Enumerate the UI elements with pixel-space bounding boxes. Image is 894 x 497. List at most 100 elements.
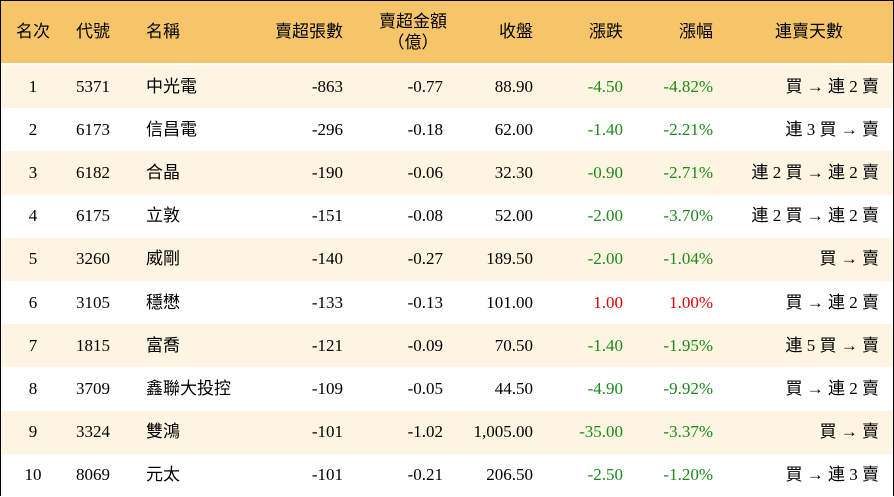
table-cell: 立敦 (146, 206, 180, 226)
table-cell: -151 (311, 206, 343, 226)
table-cell: -1.04% (663, 249, 713, 269)
header-cell: 賣超金額 (379, 12, 447, 31)
table-cell: -4.90 (587, 379, 623, 398)
table-cell: 1 (28, 76, 38, 96)
table-row (1, 367, 893, 411)
header-row (1, 1, 893, 63)
table-cell: 合晶 (146, 163, 180, 182)
header-cell: 名稱 (146, 22, 180, 41)
table-cell: 1.00 (593, 292, 623, 312)
table-cell: 連 2 買 → 連 2 賣 (751, 163, 880, 182)
table-cell: 2 (28, 119, 38, 139)
table-cell: 32.30 (494, 163, 533, 182)
table-cell: -121 (311, 335, 343, 355)
table-cell: 威剛 (146, 249, 180, 269)
table-cell: 52.00 (494, 206, 533, 226)
table-cell: -109 (311, 379, 343, 398)
table-cell: 連 2 買 → 連 2 賣 (751, 206, 880, 226)
table-cell: -3.70% (663, 206, 713, 226)
table-row (1, 194, 893, 238)
table-cell: 1.00% (669, 292, 713, 312)
table-cell: 7 (28, 335, 38, 355)
table-row (1, 453, 893, 497)
table-cell: 雙鴻 (146, 422, 180, 442)
table-row (1, 410, 893, 454)
table-cell: 6173 (76, 119, 110, 139)
table-cell: 1815 (76, 335, 110, 355)
header-cell: 代號 (76, 22, 110, 41)
table-cell: 鑫聯大投控 (146, 379, 231, 398)
table-cell: 連 5 買 → 賣 (785, 335, 880, 355)
table-cell: 買 → 連 2 賣 (785, 292, 880, 312)
header-cell: 收盤 (499, 22, 533, 41)
table-cell: -9.92% (663, 379, 713, 398)
table-cell: 元太 (146, 465, 180, 485)
table-cell: -140 (311, 249, 343, 269)
table-cell: -190 (311, 163, 343, 182)
table-cell: 6 (28, 292, 38, 312)
header-cell: 賣超張數 (275, 22, 343, 41)
table-cell: -0.09 (407, 335, 443, 355)
table-cell: -0.06 (407, 163, 443, 182)
table-row (1, 108, 893, 152)
table-row (1, 65, 893, 109)
table-cell: 3260 (76, 249, 110, 269)
table-cell: 9 (28, 422, 38, 442)
table-cell: -0.08 (407, 206, 443, 226)
table-cell: -0.21 (407, 465, 443, 485)
table-cell: 1,005.00 (473, 422, 534, 442)
table-cell: -296 (311, 119, 343, 139)
table-cell: 44.50 (494, 379, 533, 398)
header-cell: 漲幅 (679, 22, 713, 41)
table-row (1, 324, 893, 368)
table-cell: 3709 (76, 379, 110, 398)
table-cell: 買 → 連 3 賣 (785, 465, 880, 485)
table-cell: 3105 (76, 292, 110, 312)
table-cell: -35.00 (579, 422, 623, 442)
table-cell: -0.13 (407, 292, 443, 312)
table-cell: 買 → 連 2 賣 (785, 76, 880, 96)
table-cell: -2.00 (587, 249, 623, 269)
table-cell: 6182 (76, 163, 110, 182)
table-cell: -4.82% (663, 76, 713, 96)
table-cell: 70.50 (494, 335, 533, 355)
table-cell: -101 (311, 422, 343, 442)
table-cell: 6175 (76, 206, 110, 226)
table-cell: 62.00 (494, 119, 533, 139)
table-cell: -1.40 (587, 119, 623, 139)
header-cell: 漲跌 (589, 22, 623, 41)
header-cell: 名次 (16, 22, 50, 41)
table-cell: 3 (28, 163, 38, 182)
table-cell: -101 (311, 465, 343, 485)
table-cell: 連 3 買 → 賣 (785, 119, 880, 139)
table-cell: 買 → 連 2 賣 (785, 379, 880, 398)
table-cell: 中光電 (146, 76, 197, 96)
table-cell: -0.18 (407, 119, 443, 139)
table-cell: 3324 (76, 422, 110, 442)
table-cell: -2.21% (663, 119, 713, 139)
table-cell: 101.00 (486, 292, 533, 312)
table-cell: 4 (28, 206, 38, 226)
table-cell: 189.50 (486, 249, 533, 269)
table-row (1, 281, 893, 325)
table-cell: -1.40 (587, 335, 623, 355)
table-cell: -0.27 (407, 249, 443, 269)
header-cell: （億） (387, 33, 439, 52)
table-cell: -2.50 (587, 465, 623, 485)
table-cell: 買 → 賣 (819, 422, 880, 442)
table-cell: 10 (24, 465, 42, 485)
table-cell: 富喬 (146, 335, 180, 355)
table-cell: 5371 (76, 76, 110, 96)
table-cell: -863 (311, 76, 343, 96)
table-cell: -1.20% (663, 465, 713, 485)
table-cell: -1.02 (407, 422, 443, 442)
table-cell: 買 → 賣 (819, 249, 880, 269)
table-row (1, 237, 893, 281)
table-row (1, 151, 893, 195)
table-cell: 8 (28, 379, 38, 398)
table-cell: -1.95% (663, 335, 713, 355)
table-cell: 信昌電 (146, 119, 197, 139)
table-cell: -0.77 (407, 76, 443, 96)
table-cell: 穩懋 (146, 292, 180, 312)
